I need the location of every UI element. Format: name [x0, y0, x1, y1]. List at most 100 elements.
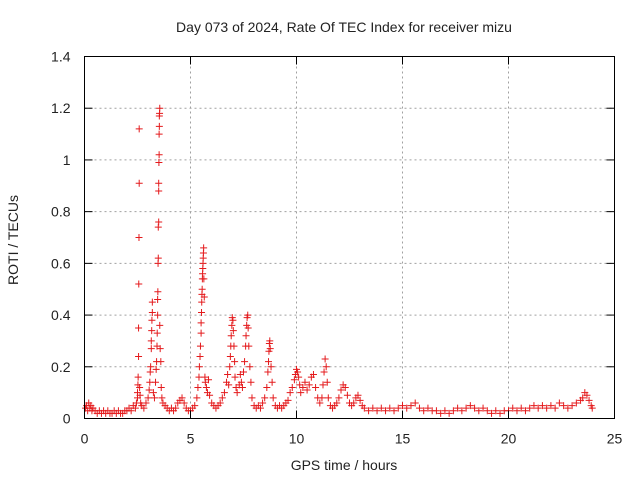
data-point	[200, 275, 208, 283]
data-point	[150, 394, 158, 402]
data-point	[200, 293, 208, 301]
data-point	[303, 386, 311, 394]
data-point	[318, 394, 326, 402]
data-point	[154, 288, 162, 296]
data-point	[148, 308, 156, 316]
data-point	[245, 342, 253, 350]
data-point	[264, 368, 272, 376]
data-point	[321, 355, 329, 363]
x-tick-label: 5	[187, 431, 195, 447]
data-point	[337, 386, 345, 394]
data-point	[148, 316, 156, 324]
data-point	[153, 329, 161, 337]
data-point	[551, 404, 559, 412]
x-tick-label: 0	[81, 431, 89, 447]
data-point	[157, 383, 165, 391]
data-point	[261, 394, 269, 402]
y-tick-label: 0.8	[51, 204, 71, 220]
data-point	[229, 327, 237, 335]
axis-ticks	[84, 56, 615, 419]
data-point	[466, 402, 474, 410]
data-point	[333, 399, 341, 407]
data-point	[492, 407, 500, 415]
data-point	[230, 342, 238, 350]
data-point	[198, 308, 206, 316]
data-point	[530, 402, 538, 410]
data-point	[454, 404, 462, 412]
data-point	[411, 399, 419, 407]
data-point	[140, 404, 148, 412]
data-point	[420, 407, 428, 415]
data-point	[228, 321, 236, 329]
data-point	[267, 363, 275, 371]
data-point	[154, 311, 162, 319]
data-point	[350, 399, 358, 407]
data-point	[216, 399, 224, 407]
data-point	[136, 391, 144, 399]
data-point	[356, 396, 364, 404]
data-point	[496, 409, 504, 417]
data-point	[509, 404, 517, 412]
data-point	[259, 399, 267, 407]
data-point	[127, 407, 135, 415]
data-point	[155, 179, 163, 187]
data-point	[242, 332, 250, 340]
data-point	[231, 358, 239, 366]
data-point	[521, 407, 529, 415]
data-point	[424, 404, 432, 412]
data-point	[386, 404, 394, 412]
data-point	[543, 404, 551, 412]
data-point	[588, 404, 596, 412]
data-point	[248, 394, 256, 402]
data-point	[135, 352, 143, 360]
data-point	[147, 345, 155, 353]
data-point	[312, 383, 320, 391]
plot-frame	[84, 56, 615, 419]
data-point	[196, 342, 204, 350]
data-point	[229, 316, 237, 324]
data-point	[323, 378, 331, 386]
data-point	[135, 125, 143, 133]
data-point	[301, 378, 309, 386]
data-point	[206, 391, 214, 399]
data-point	[156, 345, 164, 353]
data-point	[227, 332, 235, 340]
data-point	[407, 402, 415, 410]
data-point	[341, 383, 349, 391]
y-tick-label: 0.4	[51, 307, 71, 323]
data-point	[316, 399, 324, 407]
data-point	[295, 373, 303, 381]
data-point	[155, 122, 163, 130]
data-point	[322, 363, 330, 371]
data-point	[538, 402, 546, 410]
data-point	[152, 378, 160, 386]
data-point	[335, 394, 343, 402]
data-point	[142, 399, 150, 407]
data-point	[155, 151, 163, 159]
data-point	[244, 311, 252, 319]
data-point	[390, 407, 398, 415]
data-point	[180, 399, 188, 407]
data-point	[585, 396, 593, 404]
data-point	[178, 394, 186, 402]
data-point	[517, 404, 525, 412]
data-point	[319, 381, 327, 389]
data-point	[200, 244, 208, 252]
data-point	[218, 394, 226, 402]
data-point	[136, 383, 144, 391]
data-point	[194, 383, 202, 391]
data-point	[299, 383, 307, 391]
data-point	[149, 389, 157, 397]
data-point	[268, 378, 276, 386]
data-point	[135, 280, 143, 288]
x-tick-label: 10	[289, 431, 305, 447]
y-tick-label: 1.2	[51, 100, 71, 116]
data-point	[144, 394, 152, 402]
data-point	[226, 352, 234, 360]
data-point	[483, 407, 491, 415]
data-point	[147, 337, 155, 345]
data-point	[579, 394, 587, 402]
data-point	[373, 407, 381, 415]
data-point	[224, 371, 232, 379]
data-point	[231, 373, 239, 381]
